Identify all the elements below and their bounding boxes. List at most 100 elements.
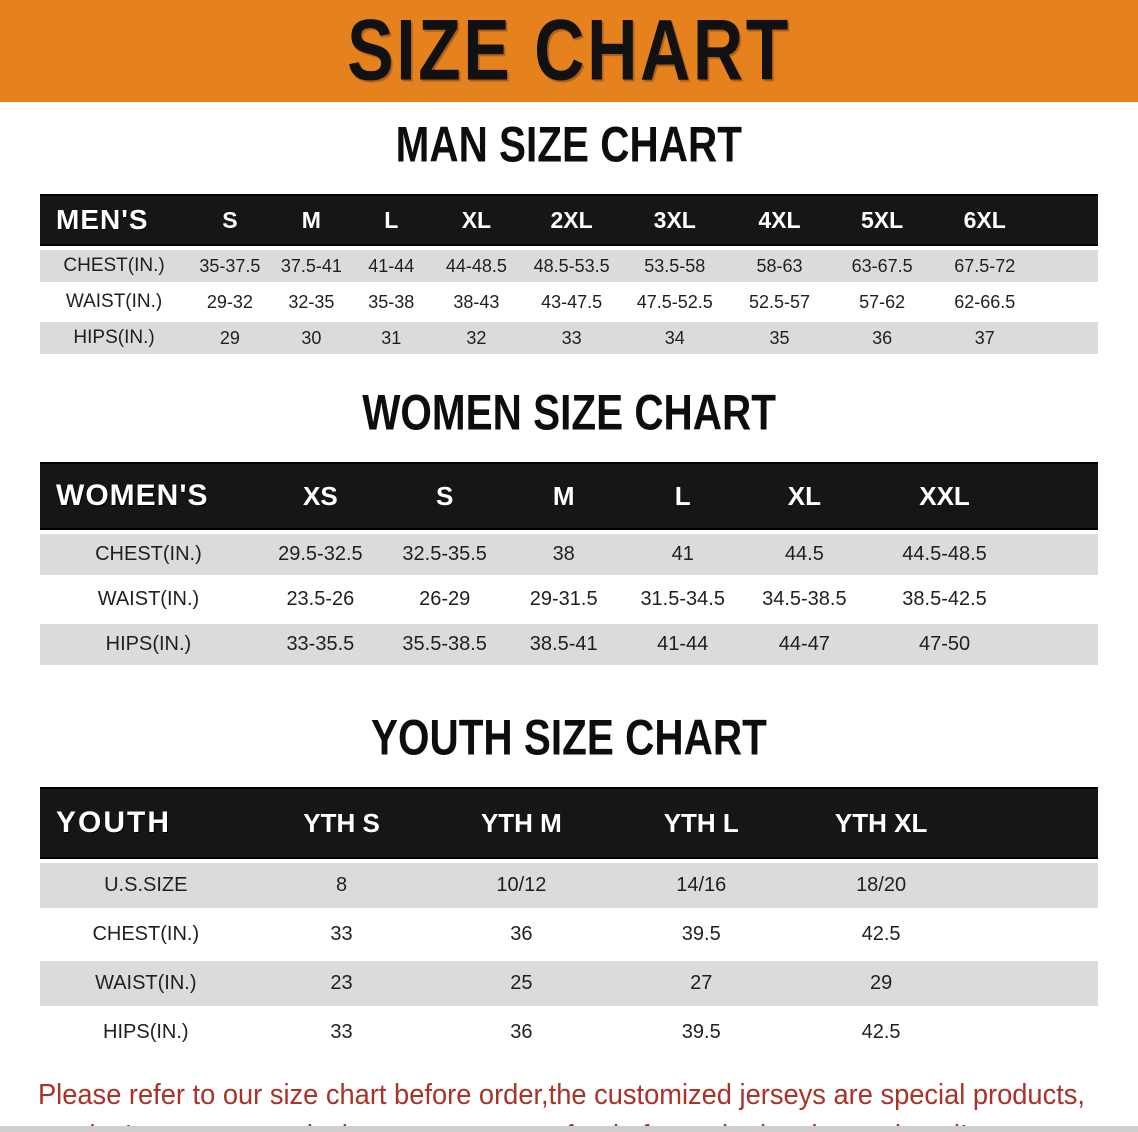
row-spacer-cell [1023,579,1098,620]
header-spacer-cell [971,787,1098,859]
size-value-cell: 32-35 [271,286,352,318]
womens-size-table: WOMEN'S XS S M L XL XXL CHEST(IN.) 29.5-32.5 32.5… [40,458,1098,669]
women-size-section: WOMEN SIZE CHART WOMEN'S XS S M L XL XXL CHEST(… [0,383,1138,669]
row-label-cell: WAIST(IN.) [40,961,252,1006]
youth-size-heading: YOUTH SIZE CHART [0,708,1138,766]
size-column-header: 3XL [621,194,728,246]
size-column-header: YTH L [611,787,792,859]
size-value-cell: 36 [431,1010,612,1055]
measurement-row: CHEST(IN.) 33 36 39.5 42.5 [40,912,1098,957]
size-value-cell: 18/20 [791,863,972,908]
youth-size-heading-text: YOUTH SIZE CHART [371,708,767,766]
order-policy-note: Please refer to our size chart before or… [38,1075,1138,1132]
size-column-header: YTH XL [791,787,972,859]
header-spacer-cell [1023,462,1098,530]
size-column-header: 2XL [521,194,622,246]
women-size-heading: WOMEN SIZE CHART [0,383,1138,441]
size-value-cell: 37.5-41 [271,250,352,282]
size-column-header: XXL [865,462,1024,530]
size-column-header: M [271,194,352,246]
size-column-header: L [621,462,744,530]
size-value-cell: 27 [611,961,792,1006]
size-value-cell: 35 [727,322,832,354]
order-policy-line-1: Please refer to our size chart before or… [38,1079,1085,1111]
page-title: SIZE CHART [347,2,791,99]
size-value-cell: 29 [791,961,972,1006]
size-value-cell: 44-48.5 [431,250,522,282]
size-chart-banner: SIZE CHART [0,0,1138,102]
size-column-header: S [188,194,272,246]
size-value-cell: 38-43 [431,286,522,318]
size-value-cell: 29.5-32.5 [256,534,384,575]
youth-size-section: YOUTH SIZE CHART YOUTH YTH S YTH M YTH L YTH… [0,708,1138,1059]
size-value-cell: 26-29 [383,579,506,620]
size-value-cell: 48.5-53.5 [521,250,622,282]
size-value-cell: 8 [251,863,432,908]
size-value-cell: 41-44 [621,624,744,665]
header-spacer-cell [1036,194,1098,246]
size-value-cell: 33 [521,322,622,354]
size-column-header: YTH S [251,787,432,859]
measurement-row: WAIST(IN.) 23 25 27 29 [40,961,1098,1006]
size-value-cell: 41 [621,534,744,575]
bottom-divider [0,1126,1138,1132]
row-label-cell: HIPS(IN.) [40,1010,252,1055]
table-header-row: WOMEN'S XS S M L XL XXL [40,462,1098,530]
man-size-heading: MAN SIZE CHART [0,116,1138,172]
size-value-cell: 31 [351,322,432,354]
row-label-cell: CHEST(IN.) [40,250,189,282]
size-value-cell: 63-67.5 [831,250,933,282]
row-label-cell: HIPS(IN.) [40,322,189,354]
measurement-row: CHEST(IN.) 29.5-32.5 32.5-35.5 38 41 44.5 44.5… [40,534,1098,575]
size-value-cell: 41-44 [351,250,432,282]
size-value-cell: 36 [831,322,933,354]
size-value-cell: 34.5-38.5 [743,579,866,620]
row-spacer-cell [971,863,1098,908]
size-value-cell: 39.5 [611,1010,792,1055]
size-value-cell: 39.5 [611,912,792,957]
size-value-cell: 44-47 [743,624,866,665]
size-value-cell: 47-50 [865,624,1024,665]
size-value-cell: 29-31.5 [505,579,622,620]
row-spacer-cell [1023,624,1098,665]
size-value-cell: 23 [251,961,432,1006]
size-column-header: XS [256,462,384,530]
row-label-cell: WAIST(IN.) [40,579,257,620]
size-value-cell: 44.5 [743,534,866,575]
size-column-header: YTH M [431,787,612,859]
size-value-cell: 29-32 [188,286,272,318]
youth-size-table: YOUTH YTH S YTH M YTH L YTH XL U.S.SIZE 8 10/12… [40,783,1098,1059]
size-value-cell: 37 [932,322,1037,354]
size-value-cell: 31.5-34.5 [621,579,744,620]
row-label-cell: WAIST(IN.) [40,286,189,318]
row-spacer-cell [1023,534,1098,575]
size-value-cell: 35-37.5 [188,250,272,282]
row-spacer-cell [1036,250,1098,282]
size-column-header: 5XL [831,194,933,246]
measurement-row: HIPS(IN.) 33-35.5 35.5-38.5 38.5-41 41-44 44-… [40,624,1098,665]
size-value-cell: 38 [505,534,622,575]
size-column-header: L [351,194,432,246]
size-value-cell: 47.5-52.5 [621,286,728,318]
table-header-row: MEN'S S M L XL 2XL 3XL 4XL 5XL 6XL [40,194,1098,246]
size-value-cell: 42.5 [791,1010,972,1055]
size-value-cell: 33 [251,912,432,957]
size-value-cell: 33 [251,1010,432,1055]
size-column-header: 6XL [932,194,1037,246]
size-value-cell: 30 [271,322,352,354]
size-value-cell: 43-47.5 [521,286,622,318]
row-spacer-cell [1036,322,1098,354]
size-value-cell: 44.5-48.5 [865,534,1024,575]
size-value-cell: 29 [188,322,272,354]
size-value-cell: 36 [431,912,612,957]
row-spacer-cell [1036,286,1098,318]
table-title-cell: MEN'S [40,194,189,246]
man-size-section: MAN SIZE CHART MEN'S S M L XL 2XL 3XL 4XL 5XL 6XL… [0,116,1138,358]
women-size-heading-text: WOMEN SIZE CHART [362,383,776,441]
measurement-row: WAIST(IN.) 23.5-26 26-29 29-31.5 31.5-34.5 34… [40,579,1098,620]
size-column-header: 4XL [727,194,832,246]
row-spacer-cell [971,912,1098,957]
row-label-cell: HIPS(IN.) [40,624,257,665]
measurement-row: CHEST(IN.) 35-37.5 37.5-41 41-44 44-48.5 48.5… [40,250,1098,282]
measurement-row: WAIST(IN.) 29-32 32-35 35-38 38-43 43-47.5 47.… [40,286,1098,318]
